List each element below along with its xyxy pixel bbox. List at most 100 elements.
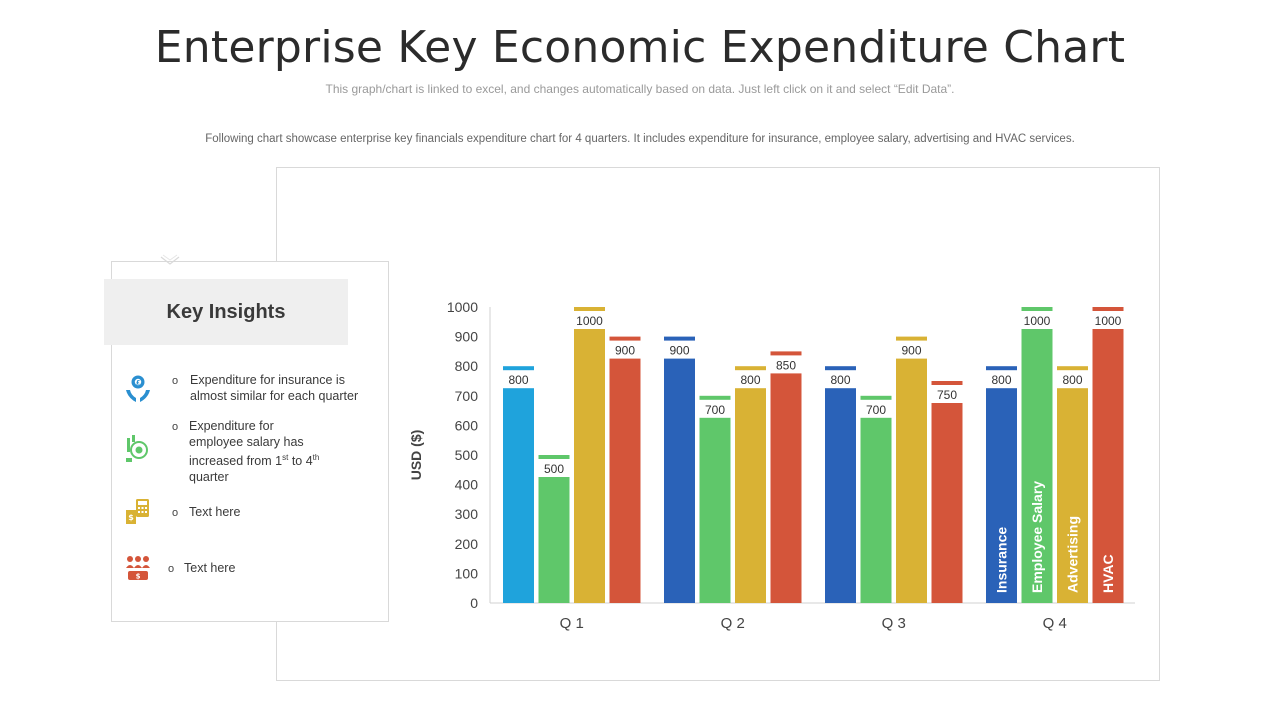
people-money-icon: $ [126, 556, 150, 581]
svg-text:£: £ [136, 380, 140, 387]
bar-cap [664, 336, 695, 341]
svg-text:$: $ [136, 573, 141, 581]
bar-cap [538, 455, 570, 459]
x-tick-label: Q 3 [882, 615, 906, 632]
y-tick-label: 500 [455, 447, 479, 463]
x-tick-label: Q 4 [1043, 615, 1067, 632]
bar-cap [735, 366, 766, 371]
y-tick-label: 400 [455, 477, 479, 493]
bar-cap [825, 366, 856, 371]
insight-fragment: to 4 [288, 454, 313, 469]
bar-cap [770, 351, 802, 356]
bar [931, 403, 963, 603]
y-tick-label: 1000 [447, 299, 478, 315]
bar [735, 388, 766, 603]
data-label: 700 [866, 403, 886, 417]
bar [896, 358, 927, 603]
y-tick-label: 900 [455, 329, 479, 345]
bar [574, 329, 605, 603]
y-axis-label: USD ($) [408, 430, 424, 481]
insight-fragment: increased from 1 [189, 454, 283, 469]
bar [609, 358, 641, 603]
series-label: Advertising [1065, 516, 1081, 593]
y-tick-label: 600 [455, 417, 479, 433]
bar [986, 388, 1017, 603]
insight-line: increased from 1st to 4th [189, 450, 374, 469]
insights-title: Key Insights [104, 279, 348, 345]
bar-cap [699, 395, 731, 400]
insurance-hands-icon: £ [126, 375, 150, 402]
bar-cap [896, 336, 927, 341]
insight-line: quarter [189, 470, 229, 485]
y-tick-label: 800 [455, 358, 479, 374]
bar [860, 417, 892, 603]
page-subtitle: This graph/chart is linked to excel, and… [325, 82, 955, 96]
y-tick-label: 700 [455, 388, 479, 404]
bar-cap [1092, 307, 1124, 311]
bar [1021, 329, 1053, 603]
series-label: HVAC [1100, 554, 1116, 593]
insight-text: Text here [189, 505, 241, 519]
bar [538, 477, 570, 603]
y-tick-label: 200 [455, 536, 479, 552]
data-label: 800 [508, 373, 528, 387]
bar-cap [503, 366, 534, 371]
bar-cap [986, 366, 1017, 371]
x-tick-label: Q 2 [721, 615, 745, 632]
data-label: 1000 [576, 314, 603, 328]
bar [503, 388, 534, 603]
bullet: o [172, 421, 179, 433]
x-tick-label: Q 1 [560, 615, 584, 632]
bar-cap [931, 381, 963, 385]
data-label: 1000 [1024, 314, 1051, 328]
page-title: Enterprise Key Economic Expenditure Char… [154, 22, 1126, 73]
data-label: 800 [1062, 373, 1082, 387]
data-label: 700 [705, 403, 725, 417]
data-label: 850 [776, 358, 796, 372]
data-label: 800 [740, 373, 760, 387]
salary-growth-icon [126, 435, 148, 462]
svg-text:$: $ [128, 513, 134, 522]
bar-cap [574, 307, 605, 311]
insight-text: Expenditure for insurance is almost simi… [190, 373, 359, 403]
pointer-chevron-icon [160, 254, 180, 265]
bar [699, 417, 731, 603]
series-label: Insurance [994, 527, 1010, 593]
y-tick-label: 100 [455, 565, 479, 581]
bullet: o [172, 507, 179, 519]
ordinal-sup: th [312, 453, 320, 462]
ordinal-sup: st [282, 453, 289, 462]
bar-cap [1057, 366, 1088, 371]
data-label: 900 [901, 344, 921, 358]
data-label: 1000 [1095, 314, 1122, 328]
bullet: o [168, 563, 175, 575]
bar [664, 358, 695, 603]
data-label: 500 [544, 462, 564, 476]
y-tick-label: 300 [455, 506, 479, 522]
bar-cap [609, 336, 641, 341]
insight-item-3: $ o Text here [120, 496, 380, 532]
insight-text: Text here [184, 561, 236, 575]
data-label: 900 [615, 344, 635, 358]
y-tick-label: 0 [470, 595, 478, 611]
data-label: 800 [830, 373, 850, 387]
data-label: 750 [937, 388, 957, 402]
data-label: 900 [669, 344, 689, 358]
series-label: Employee Salary [1029, 481, 1045, 593]
insight-item-4: $ o Text here [120, 552, 380, 588]
bar [825, 388, 856, 603]
bullet: o [172, 375, 179, 387]
bar [770, 373, 802, 603]
calculator-money-icon: $ [126, 499, 149, 524]
insight-text: Expenditure for employee salary has incr… [189, 418, 374, 485]
bar-cap [860, 395, 892, 400]
insight-item-salary: o Expenditure for employee salary has in… [120, 418, 380, 484]
insight-line: employee salary has [189, 435, 304, 449]
data-label: 800 [991, 373, 1011, 387]
bar [1057, 388, 1088, 603]
bar-cap [1021, 307, 1053, 311]
insight-line: Expenditure for [189, 419, 274, 433]
bar [1092, 329, 1124, 603]
insight-item-insurance: £ o Expenditure for insurance is almost … [120, 368, 380, 412]
